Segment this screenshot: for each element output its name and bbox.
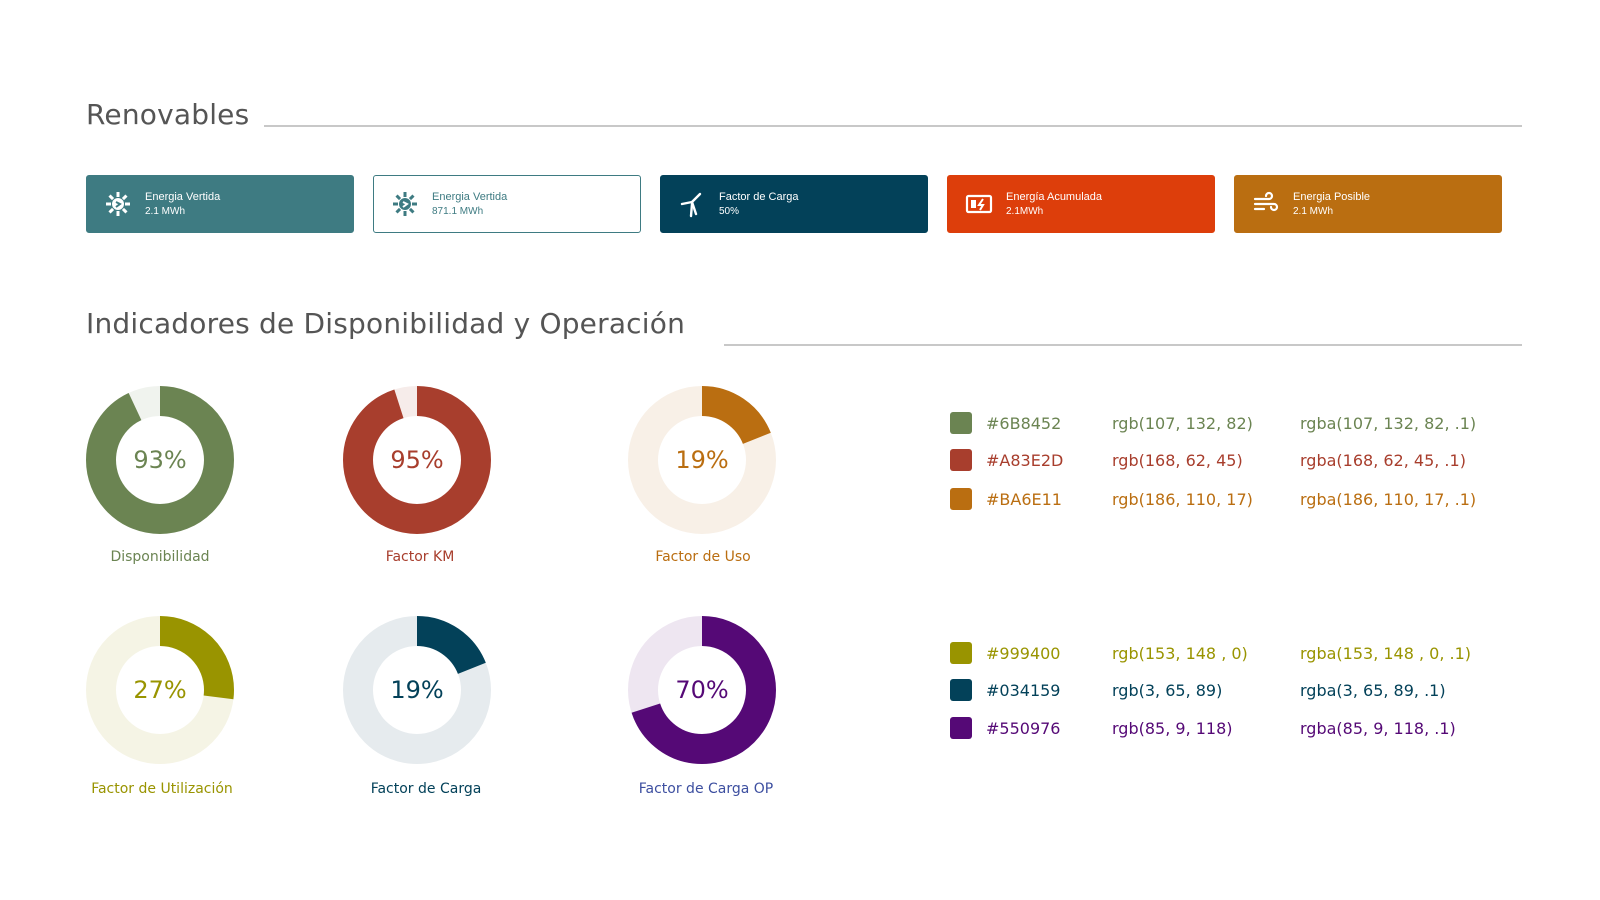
palette-row: #6B8452 rgb(107, 132, 82) rgba(107, 132,… — [950, 410, 1500, 436]
section-divider — [264, 125, 1522, 127]
section-title-renovables: Renovables — [86, 98, 250, 131]
color-swatch — [950, 642, 972, 664]
donut-value-arc — [343, 616, 491, 764]
energy-card[interactable]: Energia Vertida 871.1 MWh — [373, 175, 641, 233]
donut-value-arc — [343, 386, 491, 534]
donut-factor-km: 95% — [342, 385, 492, 535]
donut-value-arc — [628, 386, 776, 534]
card-value: 50% — [719, 205, 740, 217]
section-divider — [724, 344, 1522, 346]
wind-icon — [1251, 189, 1281, 219]
battery-charge-icon — [964, 189, 994, 219]
rgba-code: rgba(153, 148 , 0, .1) — [1300, 643, 1472, 663]
donut-value-arc — [628, 616, 776, 764]
solar-gear-icon — [390, 189, 420, 219]
card-label: Energia Vertida — [432, 190, 508, 203]
donut-percent: 19% — [675, 446, 729, 474]
donut-percent: 95% — [390, 446, 444, 474]
donut-percent: 19% — [390, 676, 444, 704]
card-label: Energia Posible — [1293, 190, 1371, 203]
donut-percent: 70% — [675, 676, 729, 704]
possible-energy-card[interactable]: Energia Posible 2.1 MWh — [1234, 175, 1502, 233]
palette-row: #550976 rgb(85, 9, 118) rgba(85, 9, 118,… — [950, 715, 1500, 741]
hex-code: #550976 — [986, 718, 1061, 738]
color-swatch — [950, 449, 972, 471]
hex-code: #6B8452 — [986, 413, 1062, 433]
donut-label: Factor de Carga — [370, 781, 482, 797]
hex-code: #A83E2D — [986, 450, 1064, 470]
hex-code: #BA6E11 — [986, 489, 1062, 509]
energy-card[interactable]: Energia Vertida 2.1 MWh — [86, 175, 354, 233]
color-swatch — [950, 717, 972, 739]
rgba-code: rgba(186, 110, 17, .1) — [1300, 489, 1477, 509]
card-value: 2.1 MWh — [145, 205, 186, 217]
donut-label: Factor KM — [385, 549, 455, 565]
donut-label: Factor de Uso — [655, 549, 751, 565]
load-factor-card[interactable]: Factor de Carga 50% — [660, 175, 928, 233]
donut-label: Factor de Carga OP — [638, 781, 774, 797]
rgb-code: rgb(3, 65, 89) — [1112, 680, 1223, 700]
rgb-code: rgb(168, 62, 45) — [1112, 450, 1243, 470]
rgb-code: rgb(186, 110, 17) — [1112, 489, 1253, 509]
donut-percent: 27% — [133, 676, 187, 704]
palette-row: #999400 rgb(153, 148 , 0) rgba(153, 148 … — [950, 640, 1500, 666]
rgb-code: rgb(107, 132, 82) — [1112, 413, 1253, 433]
color-swatch — [950, 488, 972, 510]
donut-percent: 93% — [133, 446, 187, 474]
donut-value-arc — [86, 386, 234, 534]
palette-row: #034159 rgb(3, 65, 89) rgba(3, 65, 89, .… — [950, 677, 1500, 703]
card-value: 871.1 MWh — [432, 205, 484, 217]
rgba-code: rgba(107, 132, 82, .1) — [1300, 413, 1477, 433]
solar-gear-icon — [103, 189, 133, 219]
rgba-code: rgba(3, 65, 89, .1) — [1300, 680, 1446, 700]
card-label: Energia Vertida — [145, 190, 221, 203]
donut-factor-carga-op: 70% — [627, 615, 777, 765]
donut-factor-utilizacion: 27% — [85, 615, 235, 765]
donut-disponibilidad: 93% — [85, 385, 235, 535]
section-title-indicadores: Indicadores de Disponibilidad y Operació… — [86, 307, 686, 340]
card-label: Factor de Carga — [719, 190, 799, 203]
rgb-code: rgb(153, 148 , 0) — [1112, 643, 1248, 663]
stored-energy-card[interactable]: Energía Acumulada 2.1MWh — [947, 175, 1215, 233]
donut-label: Disponibilidad — [110, 549, 210, 565]
card-value: 2.1MWh — [1006, 205, 1044, 217]
donut-factor-uso: 19% — [627, 385, 777, 535]
rgb-code: rgb(85, 9, 118) — [1112, 718, 1233, 738]
hex-code: #034159 — [986, 680, 1061, 700]
color-swatch — [950, 679, 972, 701]
rgba-code: rgba(168, 62, 45, .1) — [1300, 450, 1466, 470]
card-label: Energía Acumulada — [1006, 190, 1103, 203]
wind-turbine-icon — [677, 189, 707, 219]
palette-row: #BA6E11 rgb(186, 110, 17) rgba(186, 110,… — [950, 486, 1500, 512]
color-swatch — [950, 412, 972, 434]
palette-row: #A83E2D rgb(168, 62, 45) rgba(168, 62, 4… — [950, 447, 1500, 473]
donut-factor-carga: 19% — [342, 615, 492, 765]
donut-value-arc — [86, 616, 234, 764]
donut-label: Factor de Utilización — [91, 781, 233, 797]
rgba-code: rgba(85, 9, 118, .1) — [1300, 718, 1456, 738]
card-value: 2.1 MWh — [1293, 205, 1334, 217]
hex-code: #999400 — [986, 643, 1061, 663]
